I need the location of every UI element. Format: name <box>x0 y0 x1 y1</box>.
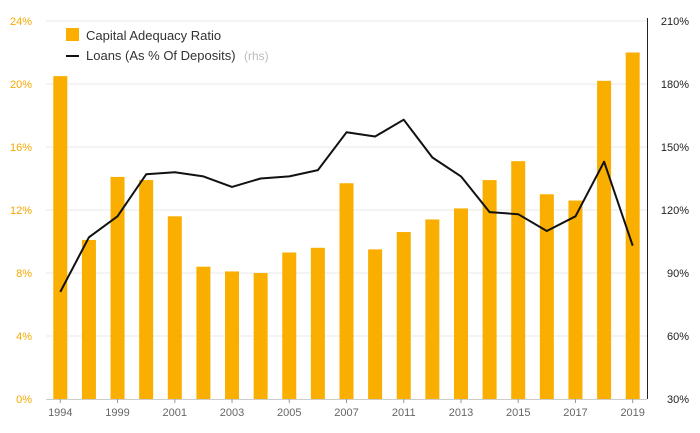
bar <box>53 76 68 399</box>
y-right-tick-label: 60% <box>667 331 689 343</box>
x-tick-label: 2017 <box>563 407 587 419</box>
bar <box>396 232 411 399</box>
bar <box>368 249 383 399</box>
bar <box>539 194 554 399</box>
bar <box>511 161 526 399</box>
y-left-tick-label: 8% <box>16 268 32 280</box>
y-right-tick-label: 30% <box>667 394 689 406</box>
x-tick-label: 2001 <box>163 407 187 419</box>
y-left-tick-label: 20% <box>10 79 32 91</box>
x-tick-label: 1999 <box>105 407 129 419</box>
legend-swatch-capital-adequacy-ratio <box>66 28 79 41</box>
legend-label-loans-to-deposits: Loans (As % Of Deposits) (rhs) <box>86 47 269 64</box>
x-tick-label: 2003 <box>220 407 244 419</box>
y-left-tick-label: 16% <box>10 142 32 154</box>
x-tick-label: 2011 <box>392 407 416 419</box>
bar <box>597 80 612 399</box>
y-right-tick-label: 180% <box>661 79 689 91</box>
bar <box>81 239 96 399</box>
x-tick-label: 1994 <box>48 407 72 419</box>
bar <box>225 271 240 399</box>
x-tick-label: 2007 <box>334 407 358 419</box>
x-tick-label: 2005 <box>277 407 301 419</box>
y-right-tick-label: 90% <box>667 268 689 280</box>
bar <box>568 200 583 399</box>
legend-rhs-note: (rhs) <box>244 49 269 63</box>
y-right-tick-label: 210% <box>661 16 689 28</box>
bar <box>310 247 325 399</box>
bar <box>625 52 640 399</box>
bar <box>282 252 297 399</box>
bar <box>139 180 154 399</box>
axes: 0% 30% 4% 60% 8% 90% 12% 120% 16% 150% 20% 180% 24% 2… <box>10 16 689 419</box>
y-left-tick-label: 24% <box>10 16 32 28</box>
bar <box>482 180 497 399</box>
legend-label-capital-adequacy-ratio: Capital Adequacy Ratio <box>86 28 221 43</box>
x-tick-label: 2019 <box>620 407 644 419</box>
bar <box>196 266 211 399</box>
bar <box>339 183 354 399</box>
legend-loans-name: Loans (As % Of Deposits) <box>86 48 236 63</box>
bar <box>110 176 125 399</box>
line-series-loans-to-deposits <box>59 118 634 293</box>
y-right-tick-label: 120% <box>661 205 689 217</box>
x-tick-label: 2015 <box>506 407 530 419</box>
y-left-tick-label: 4% <box>16 331 32 343</box>
y-right-tick-label: 150% <box>661 142 689 154</box>
bar <box>167 216 182 399</box>
y-left-tick-label: 0% <box>16 394 32 406</box>
x-tick-label: 2013 <box>449 407 473 419</box>
bar <box>453 208 468 399</box>
bar-series-capital-adequacy-ratio <box>53 52 640 399</box>
y-left-tick-label: 12% <box>10 205 32 217</box>
bar <box>253 273 268 399</box>
bar <box>425 219 440 399</box>
legend: Capital Adequacy Ratio Loans (As % Of De… <box>66 28 269 64</box>
